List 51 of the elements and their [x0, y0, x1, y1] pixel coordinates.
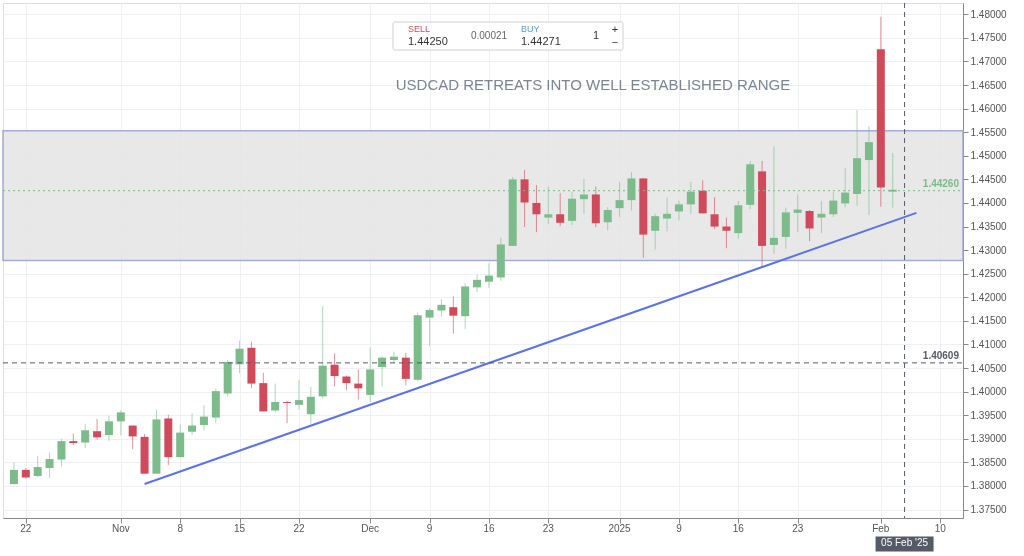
y-tick-label: 1.41000 — [970, 338, 1008, 350]
annotation: 1.44271 — [521, 35, 561, 47]
x-tick-label: 2025 — [608, 523, 632, 534]
x-tick-label: Feb — [872, 523, 890, 534]
y-tick-label: 1.45500 — [970, 126, 1008, 138]
y-tick-label: 1.46500 — [970, 79, 1008, 91]
x-tick-label: 9 — [426, 523, 433, 534]
y-tick-label: 1.43000 — [970, 244, 1008, 256]
y-tick-label: 1.42000 — [970, 291, 1008, 303]
annotation: 1.44250 — [408, 35, 448, 47]
x-tick-label: 8 — [177, 523, 184, 534]
y-tick-label: 1.41500 — [970, 315, 1008, 327]
x-tick-label: 9 — [676, 523, 683, 534]
y-tick-label: 1.40500 — [970, 362, 1008, 374]
y-tick-label: 1.40000 — [970, 386, 1008, 398]
y-tick-label: 1.45000 — [970, 150, 1008, 162]
annotation: USDCAD RETREATS INTO WELL ESTABLISHED RANGE — [395, 76, 791, 93]
x-tick-label: 23 — [792, 523, 804, 534]
ref-line-label: 1.40609 — [922, 349, 960, 361]
annotation: BUY — [521, 24, 540, 34]
x-tick-label: 16 — [732, 523, 745, 534]
annotation: SELL — [408, 24, 431, 34]
annotation: 0.00021 — [470, 30, 508, 41]
annotation: + — [611, 23, 619, 35]
y-tick-label: 1.38000 — [970, 480, 1008, 492]
y-tick-label: 1.47000 — [970, 55, 1008, 67]
y-tick-label: 1.48000 — [970, 8, 1008, 20]
x-tick-label: Nov — [111, 523, 130, 534]
x-tick-label: 23 — [542, 523, 555, 534]
x-tick-label: 22 — [293, 523, 305, 534]
y-tick-label: 1.44000 — [970, 197, 1008, 209]
candlestick — [389, 351, 398, 364]
ref-line-label: 1.44260 — [922, 177, 960, 189]
y-tick-label: 1.47500 — [970, 32, 1008, 44]
x-tick-label: 05 Feb '25 — [881, 537, 929, 548]
y-tick-label: 1.39500 — [970, 409, 1008, 421]
x-tick-label: 22 — [20, 523, 32, 534]
y-tick-label: 1.42500 — [970, 268, 1008, 280]
x-tick-label: 16 — [483, 523, 495, 534]
annotation: − — [611, 36, 619, 48]
candlestick — [473, 274, 482, 293]
x-tick-label: Dec — [361, 523, 380, 534]
y-tick-label: 1.37500 — [970, 504, 1008, 516]
y-tick-label: 1.43500 — [970, 221, 1008, 233]
x-tick-label: 10 — [934, 523, 947, 534]
y-tick-label: 1.44500 — [970, 173, 1008, 185]
y-tick-label: 1.39000 — [970, 433, 1008, 445]
annotation: 1 — [592, 29, 600, 41]
x-tick-label: 15 — [234, 523, 246, 534]
y-tick-label: 1.38500 — [970, 456, 1008, 468]
y-tick-label: 1.46000 — [970, 103, 1008, 115]
